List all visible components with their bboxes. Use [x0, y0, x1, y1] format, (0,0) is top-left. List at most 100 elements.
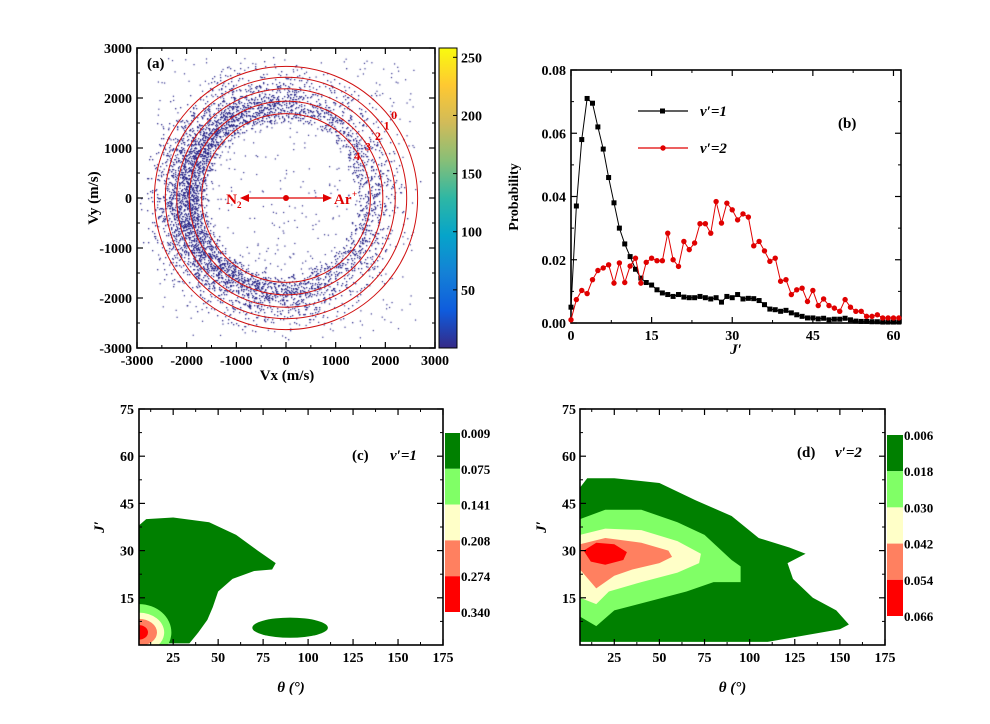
data-point	[729, 295, 735, 301]
y-tick-label: 45	[120, 497, 134, 512]
data-point	[686, 246, 692, 253]
data-point	[611, 280, 617, 286]
data-point	[858, 308, 864, 314]
data-point	[589, 100, 595, 106]
data-point	[831, 305, 838, 311]
data-point	[584, 95, 590, 101]
data-point	[820, 296, 827, 302]
data-point	[842, 315, 848, 321]
y-tick-label: 45	[562, 497, 576, 512]
data-point	[595, 267, 601, 274]
ar-superscript: +	[352, 189, 357, 199]
colorbar-tick-label: 100	[461, 226, 482, 241]
data-point	[826, 317, 832, 323]
data-point	[772, 255, 778, 261]
data-point	[638, 275, 644, 281]
data-point	[837, 308, 843, 314]
x-tick-label: 100	[739, 651, 760, 666]
data-point	[713, 198, 719, 205]
data-point	[831, 316, 837, 322]
x-axis-label: Vx (m/s)	[260, 368, 315, 384]
data-point	[778, 308, 784, 314]
data-point	[837, 316, 843, 322]
data-point	[729, 207, 735, 213]
legend-marker	[660, 145, 666, 151]
ring-label: 2	[375, 129, 381, 143]
data-point	[649, 282, 655, 288]
data-point	[643, 259, 649, 265]
data-point	[799, 313, 805, 319]
colorbar-level-label: 0.208	[461, 533, 491, 548]
x-tick-label: 25	[607, 651, 621, 666]
data-point	[681, 294, 687, 300]
data-point	[686, 295, 692, 301]
data-point	[734, 217, 741, 223]
colorbar-tick-label: 150	[461, 168, 482, 183]
data-point	[880, 315, 886, 321]
data-point	[632, 255, 639, 261]
data-point	[810, 315, 816, 321]
data-point	[740, 211, 746, 217]
data-point	[691, 240, 698, 246]
data-point	[740, 296, 746, 302]
data-point	[702, 220, 709, 227]
colorbar-block	[887, 471, 903, 508]
panel-label: (c)	[352, 448, 369, 464]
data-point	[783, 276, 789, 283]
y-tick-label: 0.06	[542, 127, 567, 142]
data-point	[794, 312, 800, 318]
data-point	[665, 292, 671, 298]
data-point	[627, 254, 633, 260]
data-point	[853, 318, 859, 324]
colorbar-level-label: 0.141	[461, 498, 490, 513]
y-tick-label: 0.08	[542, 64, 567, 79]
x-tick-label: 150	[388, 651, 409, 666]
data-point	[606, 175, 612, 181]
data-point	[874, 319, 880, 325]
x-tick-label: 100	[298, 651, 319, 666]
x-axis-label: θ (°)	[719, 680, 747, 696]
x-tick-label: 1000	[322, 354, 350, 369]
data-point	[573, 203, 579, 209]
y-tick-label: 1000	[104, 142, 132, 157]
colorbar-block	[887, 435, 903, 472]
x-tick-label: 0	[568, 329, 575, 344]
data-point	[745, 214, 752, 220]
n2-subscript: 2	[237, 200, 242, 210]
data-point	[756, 298, 762, 304]
y-tick-label: 75	[562, 403, 576, 418]
contour-region-level-0	[139, 517, 276, 644]
data-point	[885, 319, 891, 325]
colorbar-block	[445, 433, 460, 469]
colorbar-tick-label: 250	[461, 51, 482, 66]
y-tick-label: 15	[562, 592, 576, 607]
data-point	[864, 318, 870, 324]
n2-label: N	[226, 192, 237, 208]
x-tick-label: 175	[433, 651, 454, 666]
data-point	[863, 313, 870, 320]
data-point	[648, 255, 655, 261]
y-axis-label: Probability	[507, 163, 522, 230]
data-point	[777, 278, 784, 284]
data-point	[885, 315, 891, 321]
data-point	[724, 293, 730, 299]
ring-v1	[164, 76, 408, 320]
data-point	[735, 292, 741, 298]
colorbar-block	[445, 576, 460, 612]
data-point	[616, 260, 623, 266]
data-point	[847, 304, 854, 310]
data-point	[600, 265, 606, 271]
data-point	[643, 280, 649, 286]
data-point	[821, 315, 827, 321]
data-point	[702, 295, 708, 301]
data-point	[670, 257, 676, 263]
x-tick-label: 150	[829, 651, 850, 666]
data-point	[858, 318, 864, 324]
data-point	[783, 307, 789, 313]
x-tick-label: -3000	[121, 354, 154, 369]
data-point	[659, 257, 666, 264]
colorbar-tick-label: 50	[461, 284, 475, 299]
data-point	[896, 319, 902, 325]
data-point	[638, 280, 644, 286]
data-point	[842, 296, 848, 303]
